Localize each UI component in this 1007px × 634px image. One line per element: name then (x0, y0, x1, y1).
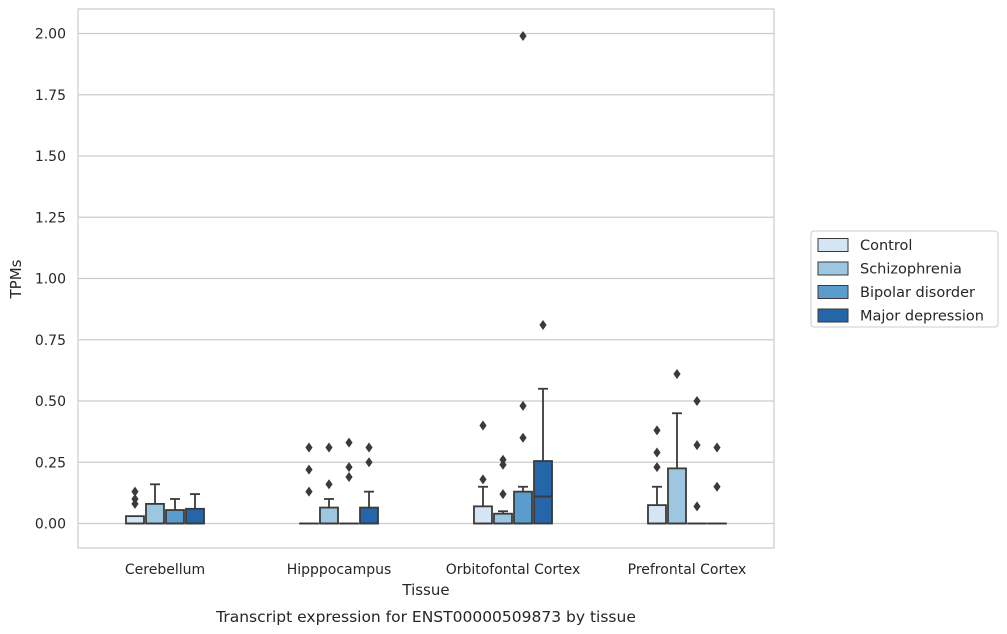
outlier-point (713, 481, 721, 492)
outlier-point (305, 442, 313, 453)
outlier-point (499, 454, 507, 465)
legend: Control Schizophrenia Bipolar disorder Majo… (810, 230, 999, 328)
box-body (145, 502, 165, 525)
outlier-point (479, 420, 487, 431)
legend-frame (810, 230, 999, 328)
outlier-point (499, 489, 507, 500)
box-groups (125, 30, 727, 525)
legend-label: Schizophrenia (860, 262, 962, 278)
gridlines (78, 32, 774, 525)
x-axis-label: Tissue (401, 581, 449, 599)
box-body (359, 506, 379, 525)
box-body (493, 512, 513, 525)
box-bipolar-disorder (165, 498, 185, 525)
outlier-point (519, 30, 527, 41)
y-tick-label: 0.25 (35, 455, 66, 471)
figure-caption: Transcript expression for ENST0000050987… (215, 608, 636, 626)
outlier-point (131, 486, 139, 497)
y-tick-label: 1.50 (35, 149, 66, 165)
outlier-point (693, 440, 701, 451)
x-tick-label: Cerebellum (125, 562, 205, 578)
legend-swatch (817, 285, 849, 299)
x-tick-label: Orbitofontal Cortex (446, 562, 581, 578)
y-axis-label: TPMs (7, 259, 25, 299)
box-bipolar-disorder (687, 396, 707, 525)
outlier-point (653, 425, 661, 436)
box-major-depression (533, 320, 553, 525)
box-body (185, 507, 205, 525)
y-tick-label: 1.75 (35, 88, 66, 104)
box-major-depression (707, 442, 727, 525)
legend-label: Control (860, 238, 912, 254)
outlier-point (305, 486, 313, 497)
box-major-depression (185, 493, 205, 525)
box-control (647, 425, 667, 525)
plot-frame (77, 8, 775, 549)
y-tick-label: 1.25 (35, 210, 66, 226)
y-tick-label: 2.00 (35, 27, 66, 43)
legend-swatch (817, 238, 849, 252)
box-control (473, 420, 493, 525)
outlier-point (131, 494, 139, 504)
box-body (125, 515, 145, 525)
box-body (533, 460, 553, 525)
x-tick-label: Prefrontal Cortex (628, 562, 747, 578)
box-body (667, 467, 687, 525)
legend-label: Bipolar disorder (860, 285, 975, 301)
box-schizophrenia (667, 369, 687, 525)
outlier-point (345, 471, 353, 482)
outlier-point (673, 369, 681, 380)
outlier-point (479, 474, 487, 485)
box-body (165, 509, 185, 525)
x-tick-labels: Cerebellum Hipppocampus Orbitofontal Corte… (125, 562, 746, 578)
y-tick-label: 0.75 (35, 333, 66, 349)
box-control (299, 442, 319, 525)
box-control (125, 486, 145, 525)
box-schizophrenia (319, 442, 339, 525)
y-tick-label: 0.00 (35, 517, 66, 533)
outlier-point (653, 462, 661, 473)
y-tick-labels: 0.00 0.25 0.50 0.75 1.00 1.25 1.50 1.75 2.00 (35, 27, 66, 533)
legend-label: Major depression (860, 309, 984, 325)
box-bipolar-disorder (513, 30, 533, 525)
outlier-point (325, 479, 333, 490)
y-tick-label: 1.00 (35, 272, 66, 288)
box-body (473, 505, 493, 525)
x-tick-label: Hipppocampus (287, 562, 392, 578)
box-major-depression (359, 442, 379, 525)
outlier-point (325, 442, 333, 453)
box-body (319, 506, 339, 525)
y-tick-label: 0.50 (35, 394, 66, 410)
outlier-point (653, 447, 661, 458)
box-bipolar-disorder (339, 437, 359, 525)
outlier-point (305, 464, 313, 475)
outlier-point (713, 442, 721, 453)
box-schizophrenia (493, 454, 513, 525)
outlier-point (693, 501, 701, 512)
outlier-point (519, 400, 527, 411)
outlier-point (519, 432, 527, 443)
legend-swatch (817, 261, 849, 276)
outlier-point (693, 396, 701, 406)
box-body (513, 490, 533, 525)
box-schizophrenia (145, 483, 165, 525)
box-body (647, 504, 667, 525)
outlier-point (345, 462, 353, 473)
outlier-point (539, 320, 547, 331)
legend-swatch (817, 308, 849, 323)
outlier-point (345, 437, 353, 448)
outlier-point (365, 457, 373, 468)
outlier-point (365, 442, 373, 453)
